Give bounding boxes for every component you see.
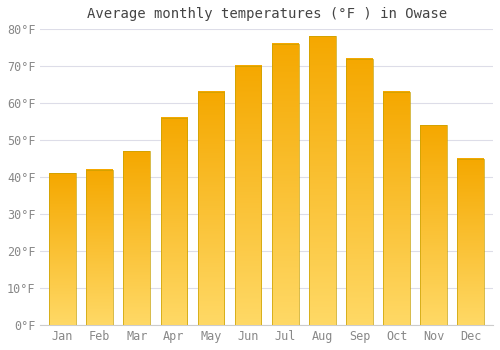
Bar xyxy=(458,159,484,325)
Bar xyxy=(309,36,336,325)
Bar xyxy=(124,151,150,325)
Bar xyxy=(346,59,373,325)
Bar xyxy=(198,92,224,325)
Bar xyxy=(49,173,76,325)
Title: Average monthly temperatures (°F ) in Owase: Average monthly temperatures (°F ) in Ow… xyxy=(86,7,446,21)
Bar xyxy=(420,125,447,325)
Bar xyxy=(235,66,262,325)
Bar xyxy=(272,44,298,325)
Bar xyxy=(160,118,188,325)
Bar xyxy=(383,92,410,325)
Bar xyxy=(86,170,113,325)
